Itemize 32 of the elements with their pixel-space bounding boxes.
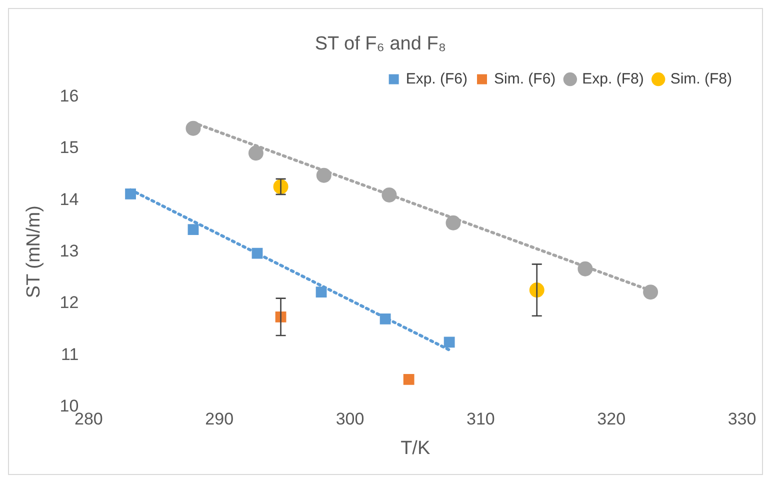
x-tick-label: 330 [728, 410, 756, 429]
y-tick-label: 15 [60, 138, 79, 158]
point [252, 248, 263, 259]
x-axis-title: T/K [400, 438, 430, 459]
y-tick-label: 12 [60, 293, 79, 312]
legend-label: Exp. (F6) [406, 70, 468, 88]
y-tick-label: 11 [61, 344, 79, 364]
chart-title: ST of F₆ and F₈ [314, 34, 446, 55]
point [316, 168, 332, 183]
point [578, 261, 593, 276]
x-tick-label: 310 [466, 410, 495, 429]
legend-label: Sim. (F8) [670, 70, 732, 88]
x-tick-label: 290 [205, 410, 234, 429]
point [188, 224, 199, 236]
point [186, 120, 201, 136]
y-tick-label: 14 [60, 190, 79, 209]
point [125, 188, 136, 200]
point [316, 286, 327, 298]
y-tick-label: 13 [60, 241, 79, 260]
point [643, 284, 658, 300]
point [380, 314, 391, 324]
y-axis-title: ST (mN/m) [24, 206, 45, 298]
point [403, 374, 414, 385]
x-tick-label: 320 [597, 410, 626, 429]
point [444, 336, 455, 348]
point [382, 187, 397, 202]
x-tick-label: 300 [336, 410, 364, 429]
point [248, 146, 264, 161]
point [446, 215, 461, 230]
legend-label: Sim. (F6) [494, 70, 556, 88]
legend-label: Exp. (F8) [582, 70, 644, 88]
y-tick-label: 16 [60, 86, 79, 106]
